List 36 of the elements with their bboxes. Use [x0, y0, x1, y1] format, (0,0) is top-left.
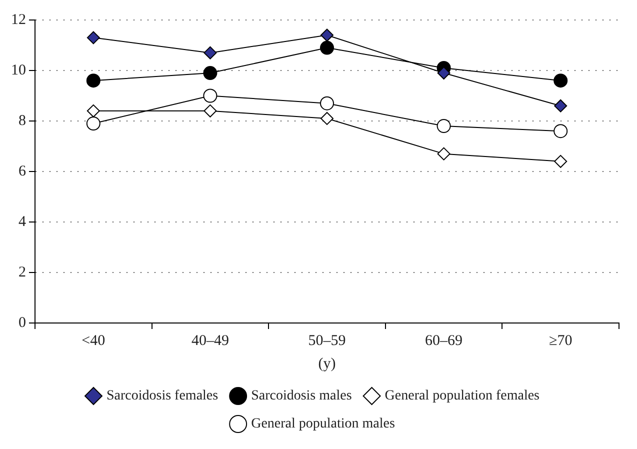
- y-tick-label: 0: [18, 314, 26, 331]
- y-tick-label: 4: [18, 214, 26, 230]
- x-tick-label: <40: [82, 332, 106, 349]
- point: [320, 112, 334, 125]
- point: [554, 124, 568, 138]
- point: [554, 154, 568, 168]
- y-tick-label: 6: [18, 163, 26, 180]
- x-tick-label: 40–49: [191, 332, 229, 349]
- point: [320, 96, 334, 110]
- x-axis-title: (y): [318, 356, 336, 372]
- point: [203, 66, 218, 80]
- x-tick-label: ≥70: [548, 332, 572, 349]
- point: [86, 74, 100, 88]
- point: [86, 116, 100, 131]
- point: [437, 66, 450, 80]
- point: [437, 147, 450, 160]
- point: [554, 74, 568, 88]
- point: [320, 40, 334, 55]
- point: [86, 31, 100, 44]
- point: [204, 104, 217, 118]
- point: [86, 104, 100, 118]
- legend-label: Sarcoidosis females: [106, 388, 218, 404]
- point: [204, 46, 217, 60]
- legend-label: Sarcoidosis males: [251, 388, 352, 404]
- point: [554, 99, 568, 112]
- legend-label: General population females: [384, 388, 540, 404]
- x-tick-label: 60–69: [425, 332, 463, 349]
- y-tick-label: 12: [11, 12, 26, 28]
- y-tick-label: 2: [18, 264, 26, 280]
- y-tick-label: 10: [11, 62, 26, 78]
- y-tick-label: 8: [18, 112, 26, 129]
- point: [320, 28, 334, 42]
- point: [436, 119, 451, 134]
- x-tick-label: 50–59: [308, 332, 346, 349]
- point: [203, 88, 218, 103]
- legend-label: General population males: [251, 416, 395, 432]
